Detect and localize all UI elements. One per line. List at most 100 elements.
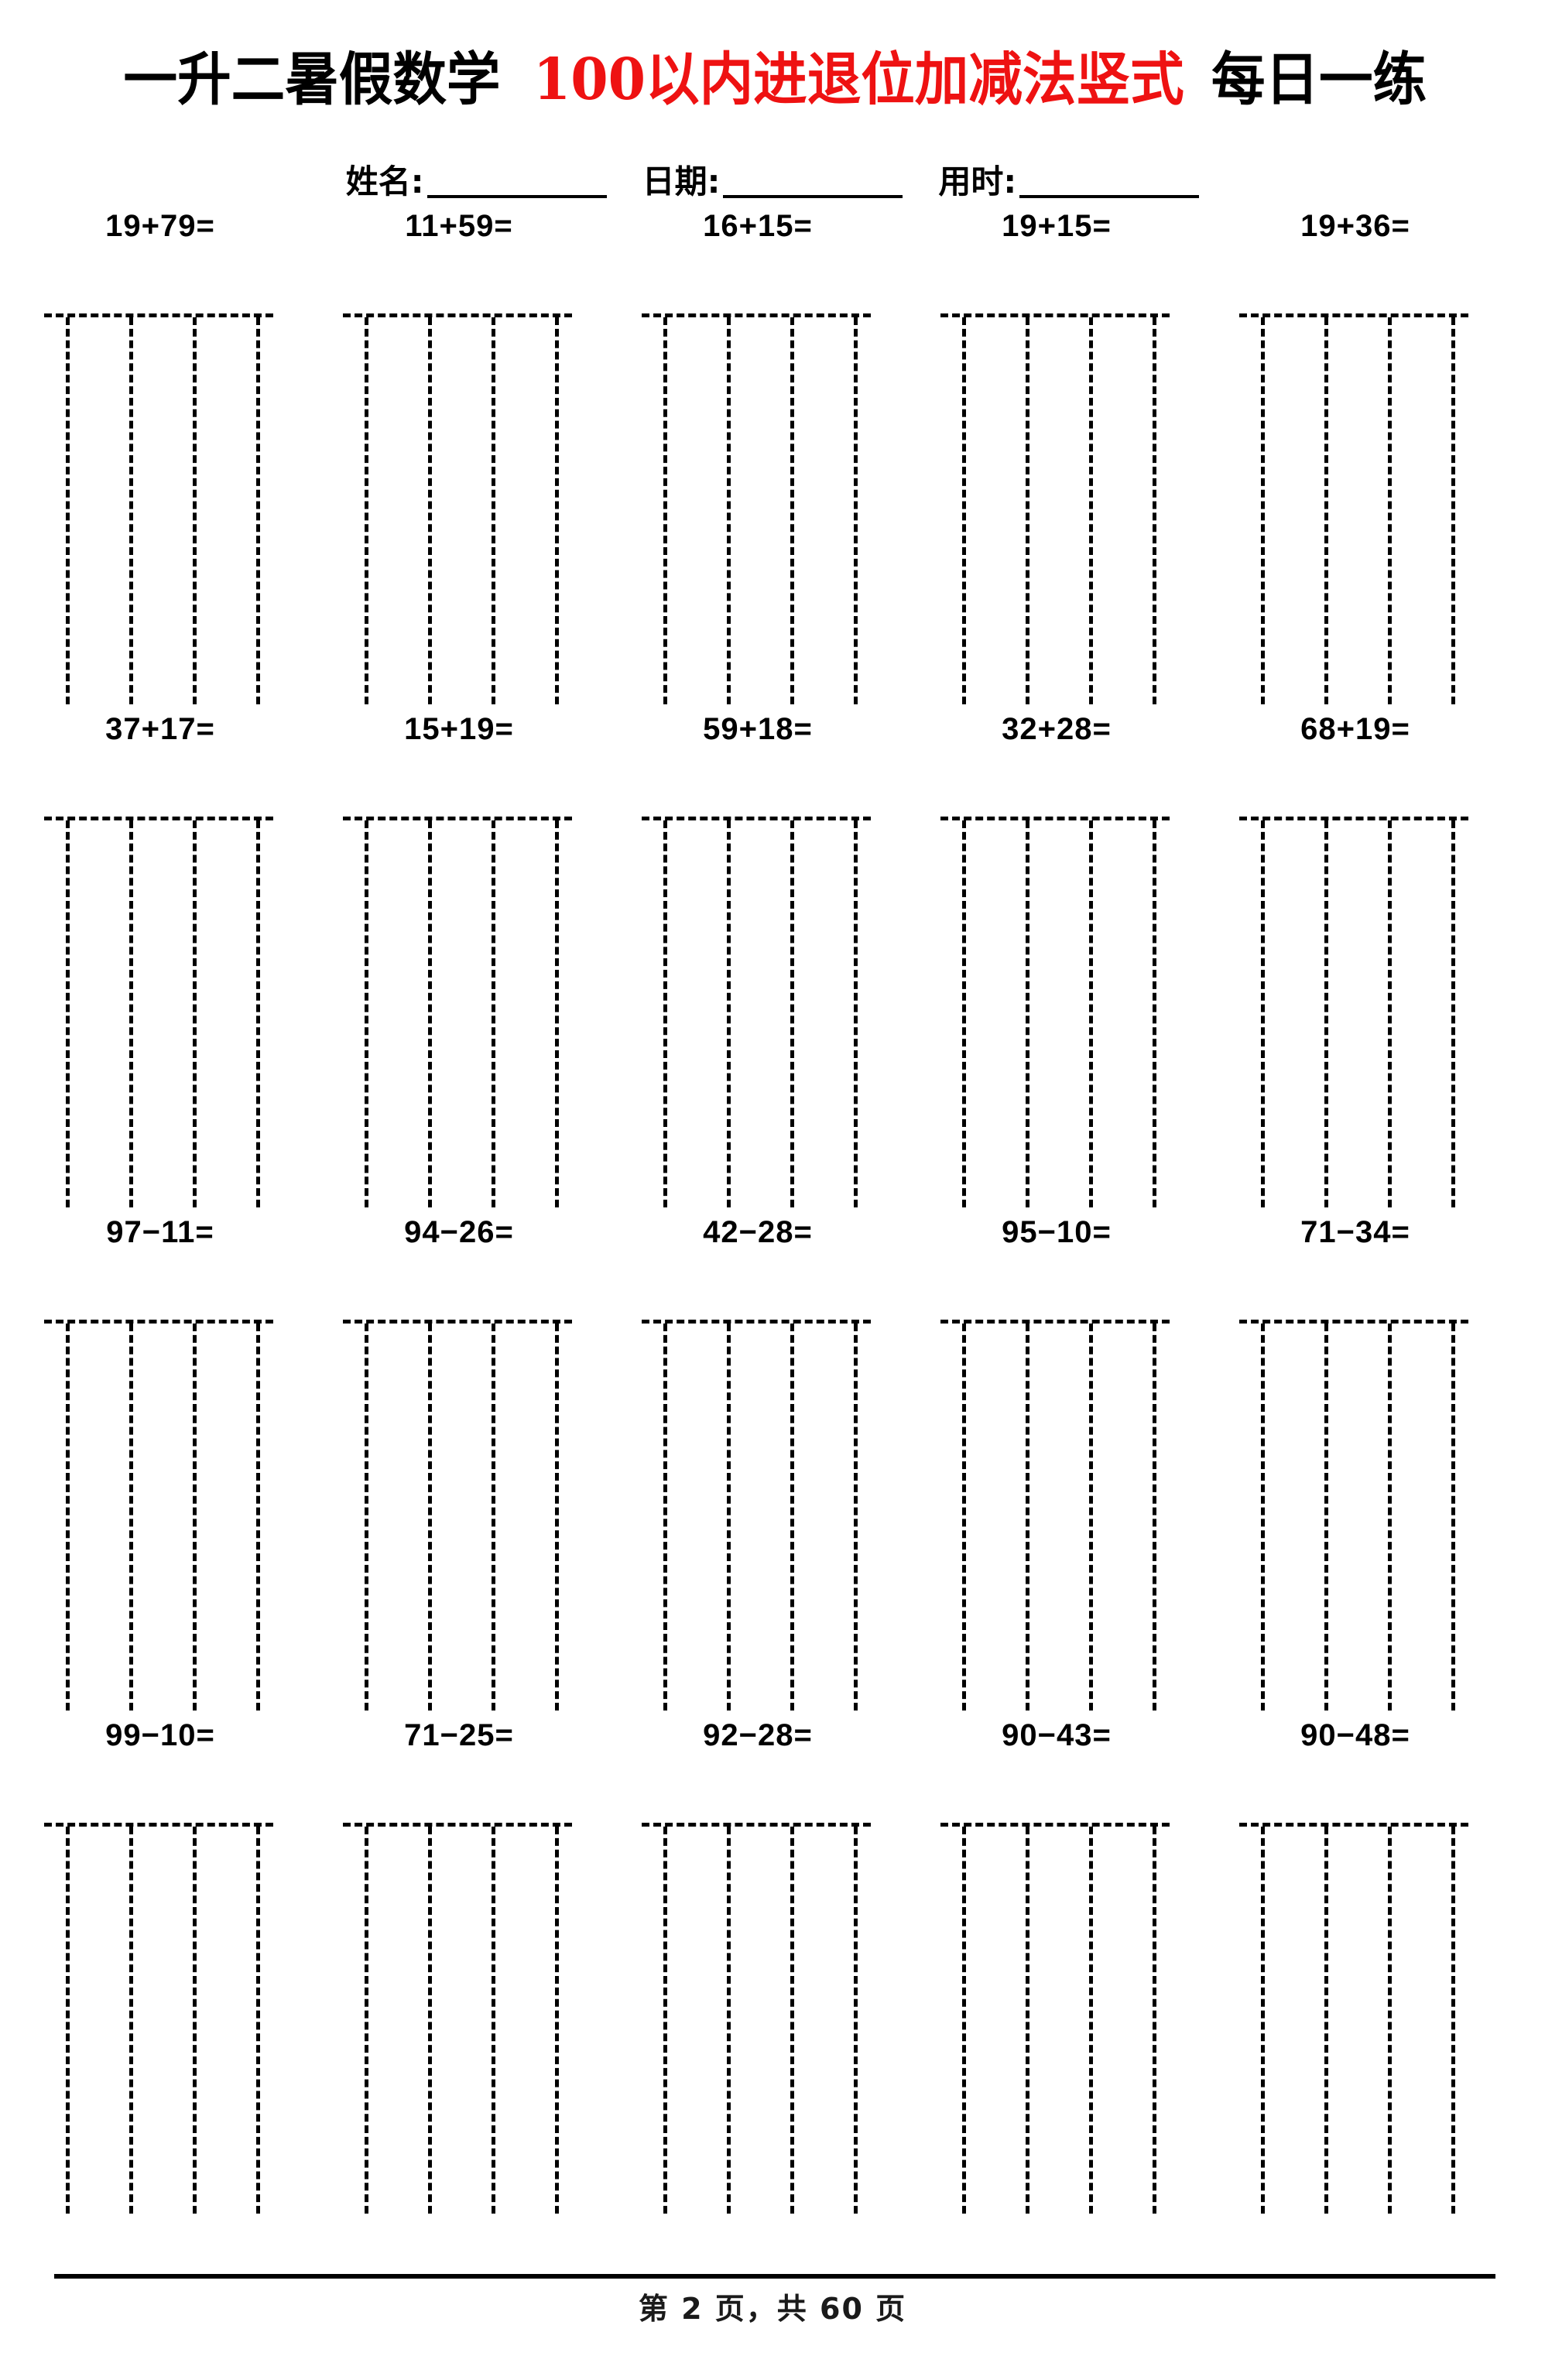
workspace-guide-line	[256, 1324, 260, 1711]
workspace-guide-line	[66, 1324, 70, 1711]
date-field-group[interactable]: 日期:	[642, 164, 903, 198]
workspace-guide-line	[1026, 820, 1029, 1207]
workspace-guide-line	[1388, 1827, 1392, 2214]
workspace-guide-line	[365, 1827, 368, 2214]
problem-row: 97−11= 94−26= 42−28= 95−10= 71−34=	[0, 1214, 1545, 1717]
problem-expression: 19+36=	[1300, 209, 1410, 243]
problem-cell: 11+59=	[320, 207, 598, 711]
vertical-calculation-workspace[interactable]	[940, 817, 1170, 1207]
workspace-guide-line	[1089, 820, 1093, 1207]
problem-cell: 94−26=	[320, 1214, 598, 1717]
workspace-guide-line	[1388, 820, 1392, 1207]
time-field-group[interactable]: 用时:	[938, 163, 1200, 200]
problem-cell: 95−10=	[917, 1214, 1196, 1717]
workspace-guide-line	[428, 1827, 432, 2214]
workspace-guide-line	[727, 820, 731, 1207]
workspace-guide-line	[428, 820, 432, 1207]
time-label: 用时:	[938, 163, 1017, 200]
workspace-guide-line	[1026, 1324, 1029, 1711]
problem-cell: 71−25=	[320, 1717, 598, 2220]
workspace-guide-line	[492, 1324, 495, 1711]
vertical-calculation-workspace[interactable]	[343, 313, 572, 704]
workspace-guide-line	[663, 820, 667, 1207]
date-input[interactable]	[723, 164, 903, 198]
workspace-guide-line	[1153, 1827, 1156, 2214]
problem-expression: 37+17=	[105, 712, 215, 746]
problem-expression: 16+15=	[703, 209, 813, 243]
vertical-calculation-workspace[interactable]	[1239, 1320, 1468, 1711]
problem-cell: 19+79=	[21, 207, 300, 711]
vertical-calculation-workspace[interactable]	[1239, 313, 1468, 704]
workspace-guide-line	[428, 1324, 432, 1711]
page-title: 一升二暑假数学 100以内进退位加减法竖式 每日一练	[0, 51, 1545, 108]
problem-expression: 95−10=	[1002, 1215, 1112, 1249]
vertical-calculation-workspace[interactable]	[642, 313, 871, 704]
vertical-calculation-workspace[interactable]	[44, 1823, 273, 2214]
problem-cell: 99−10=	[21, 1717, 300, 2220]
workspace-guide-line	[492, 820, 495, 1207]
problem-expression: 59+18=	[703, 712, 813, 746]
workspace-guide-line	[1153, 820, 1156, 1207]
workspace-guide-line	[854, 317, 858, 704]
vertical-calculation-workspace[interactable]	[642, 1320, 871, 1711]
problem-cell: 92−28=	[618, 1717, 897, 2220]
problem-expression: 71−34=	[1300, 1215, 1410, 1249]
workspace-guide-line	[256, 317, 260, 704]
vertical-calculation-workspace[interactable]	[1239, 1823, 1468, 2214]
vertical-calculation-workspace[interactable]	[940, 1320, 1170, 1711]
workspace-guide-line	[1261, 820, 1265, 1207]
name-field-group[interactable]: 姓名:	[346, 164, 607, 198]
problem-expression: 99−10=	[105, 1718, 215, 1752]
workspace-guide-line	[256, 820, 260, 1207]
problem-expression: 97−11=	[106, 1215, 214, 1249]
workspace-guide-line	[492, 1827, 495, 2214]
workspace-guide-line	[790, 317, 794, 704]
workspace-guide-line	[962, 820, 966, 1207]
workspace-guide-line	[1153, 1324, 1156, 1711]
problem-cell: 90−43=	[917, 1717, 1196, 2220]
workspace-guide-line	[1089, 317, 1093, 704]
problem-cell: 97−11=	[21, 1214, 300, 1717]
workspace-guide-line	[1026, 1827, 1029, 2214]
workspace-guide-line	[365, 820, 368, 1207]
vertical-calculation-workspace[interactable]	[44, 313, 273, 704]
vertical-calculation-workspace[interactable]	[940, 313, 1170, 704]
workspace-guide-line	[727, 1827, 731, 2214]
vertical-calculation-workspace[interactable]	[343, 1823, 572, 2214]
problem-expression: 32+28=	[1002, 712, 1112, 746]
problem-cell: 68+19=	[1216, 711, 1495, 1214]
vertical-calculation-workspace[interactable]	[44, 817, 273, 1207]
workspace-guide-line	[663, 1827, 667, 2214]
footer-divider	[54, 2274, 1495, 2279]
workspace-guide-line	[854, 1324, 858, 1711]
vertical-calculation-workspace[interactable]	[940, 1823, 1170, 2214]
name-input[interactable]	[427, 164, 607, 198]
problem-expression: 15+19=	[404, 712, 514, 746]
workspace-guide-line	[1324, 820, 1328, 1207]
workspace-guide-line	[428, 317, 432, 704]
vertical-calculation-workspace[interactable]	[343, 1320, 572, 1711]
problem-cell: 19+36=	[1216, 207, 1495, 711]
workspace-guide-line	[129, 317, 133, 704]
vertical-calculation-workspace[interactable]	[1239, 817, 1468, 1207]
vertical-calculation-workspace[interactable]	[343, 817, 572, 1207]
problem-row: 19+79= 11+59= 16+15= 19+15= 19+36=	[0, 207, 1545, 711]
workspace-guide-line	[193, 1827, 197, 2214]
vertical-calculation-workspace[interactable]	[642, 817, 871, 1207]
problem-cell: 59+18=	[618, 711, 897, 1214]
workspace-guide-line	[365, 317, 368, 704]
name-label: 姓名:	[345, 163, 424, 200]
workspace-guide-line	[790, 1827, 794, 2214]
workspace-guide-line	[555, 820, 559, 1207]
time-input[interactable]	[1019, 164, 1200, 198]
workspace-guide-line	[1261, 1827, 1265, 2214]
workspace-guide-line	[727, 317, 731, 704]
workspace-guide-line	[1324, 1324, 1328, 1711]
workspace-guide-line	[1388, 317, 1392, 704]
problem-cell: 42−28=	[618, 1214, 897, 1717]
vertical-calculation-workspace[interactable]	[642, 1823, 871, 2214]
workspace-guide-line	[790, 820, 794, 1207]
workspace-guide-line	[1451, 317, 1455, 704]
vertical-calculation-workspace[interactable]	[44, 1320, 273, 1711]
problem-expression: 71−25=	[404, 1718, 514, 1752]
